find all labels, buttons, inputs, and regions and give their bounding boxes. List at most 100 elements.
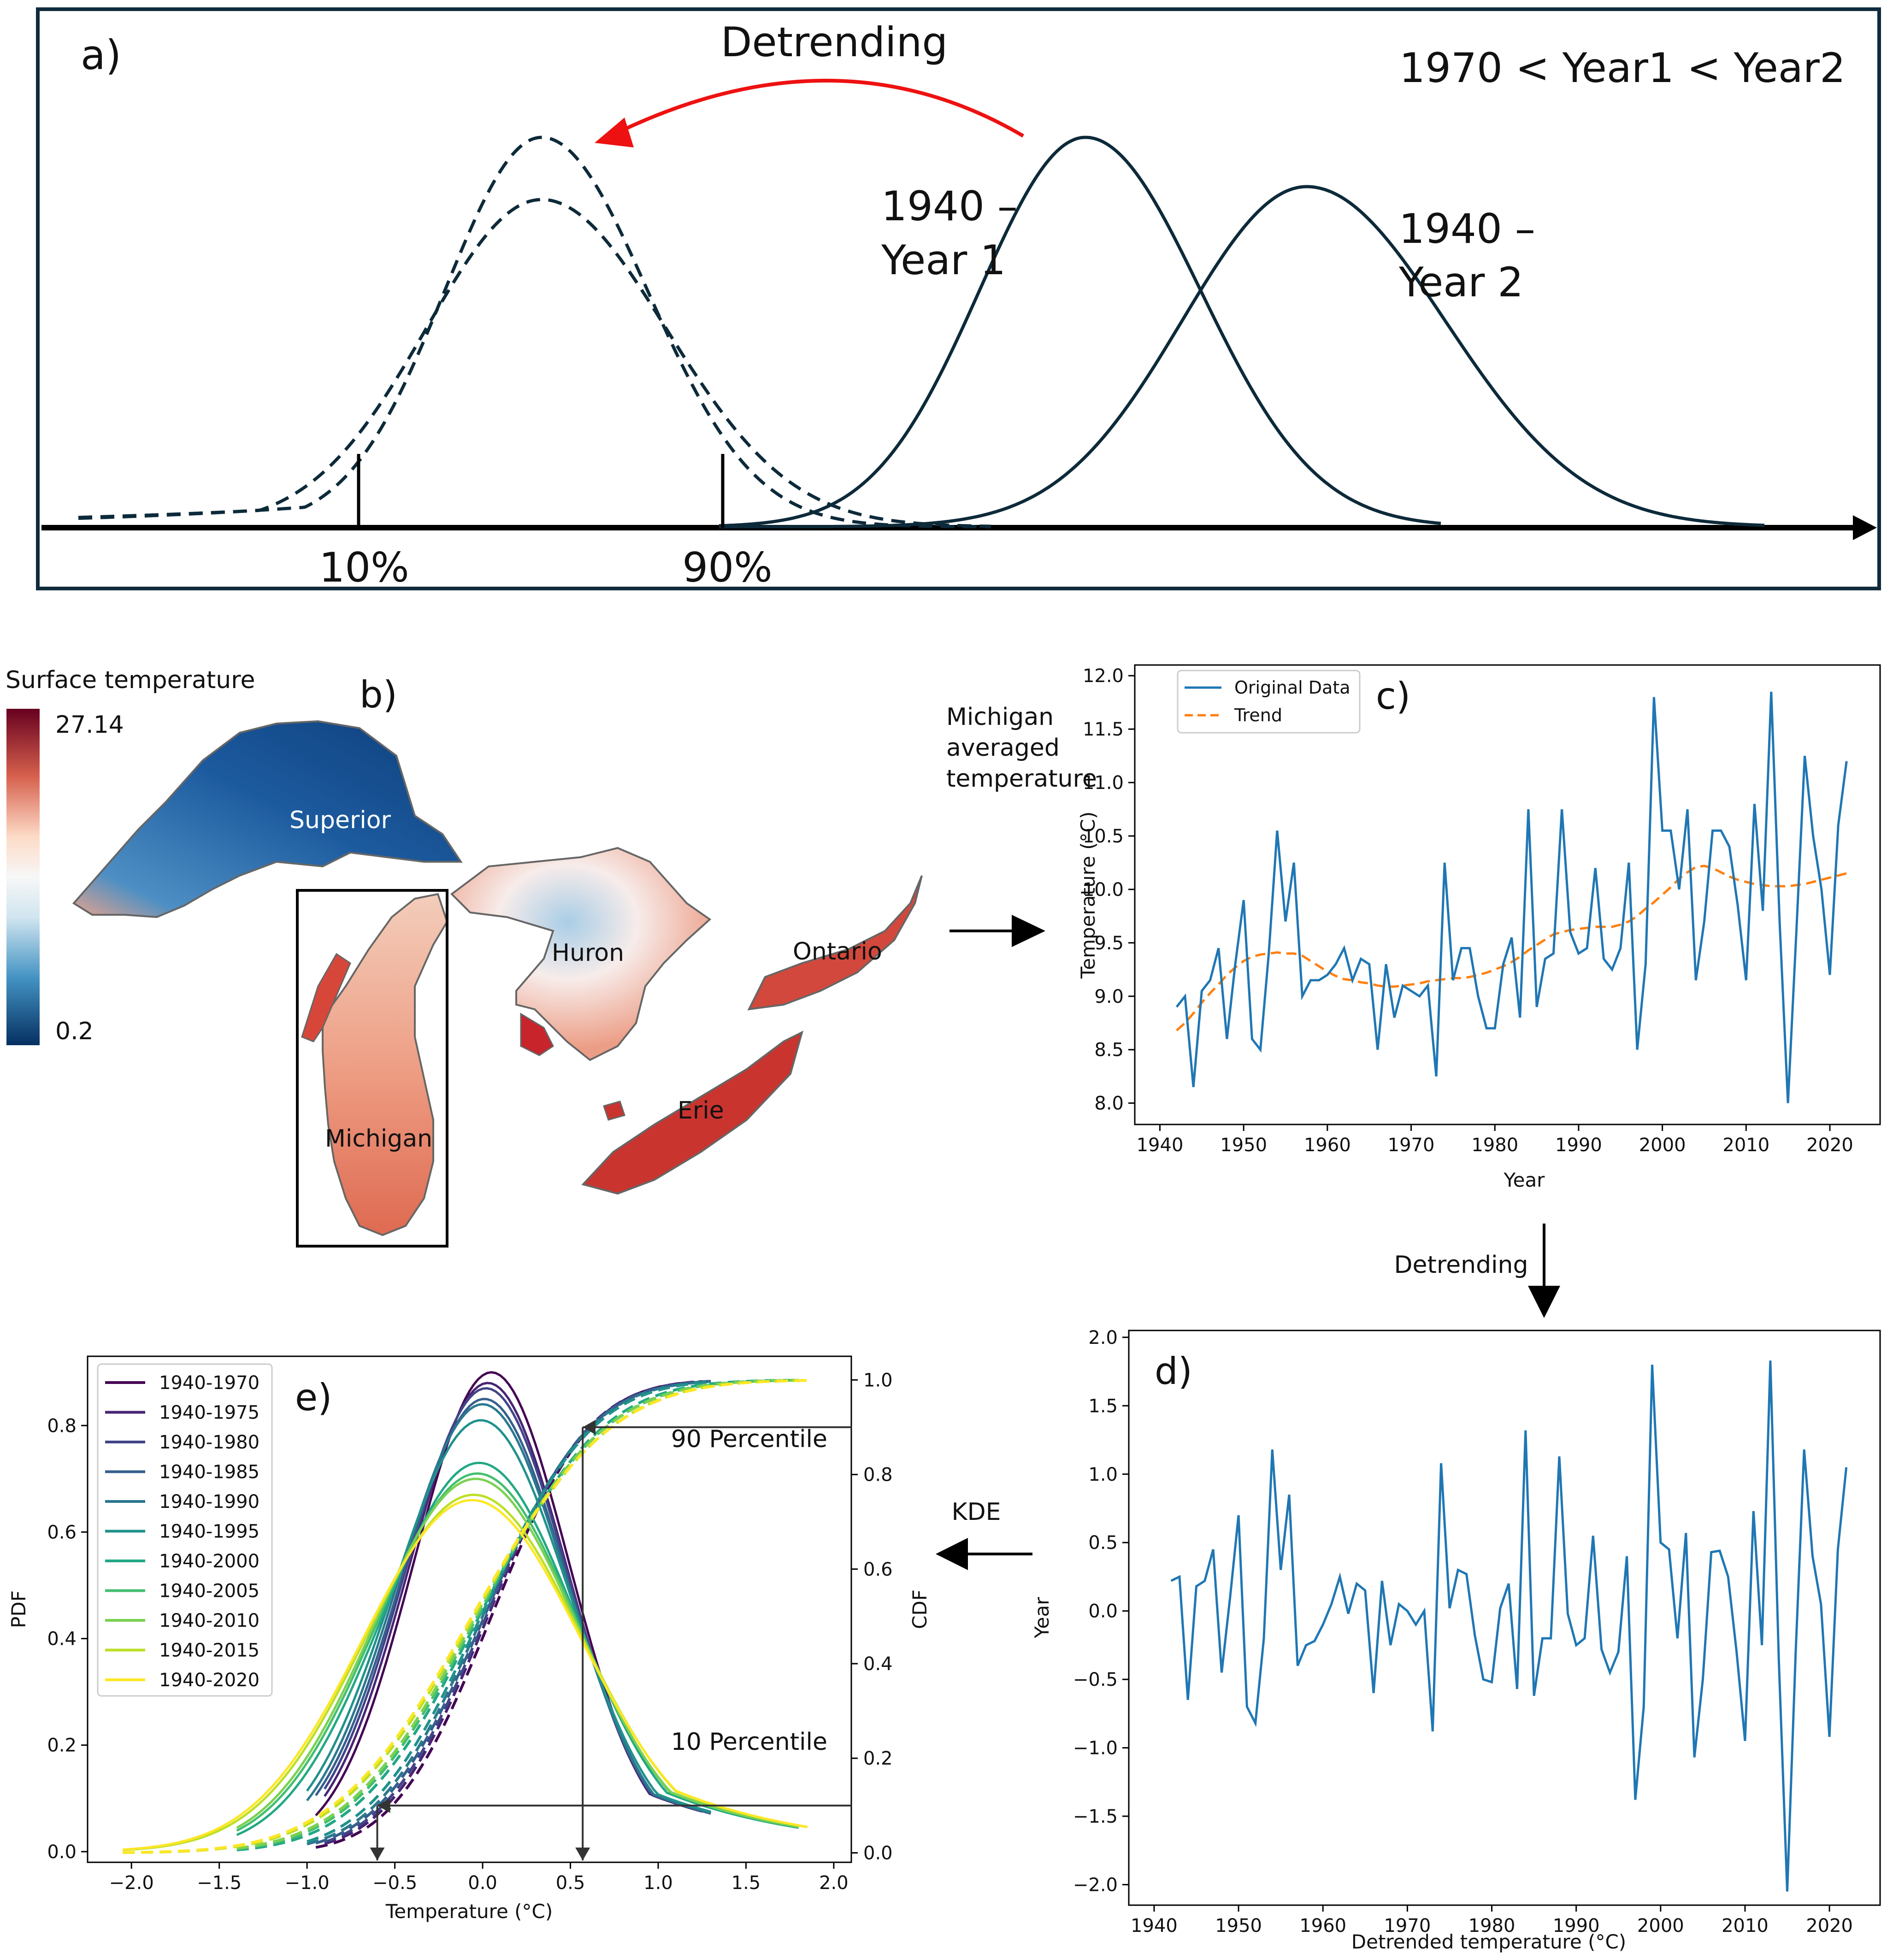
panel-d-xtick-label: 1990	[1553, 1915, 1600, 1936]
panel-d-plot-area	[1128, 1330, 1881, 1906]
panel-d-ytick-label: −1.0	[1073, 1738, 1118, 1759]
pdf-curve-1940-2010	[236, 1477, 799, 1829]
panel-d-ytick-label: 0.0	[1088, 1601, 1118, 1622]
panel-d-ylabel: Year	[1031, 1597, 1053, 1639]
panel-e-y-ticks: 0.0 0.2 0.4 0.6 0.8	[47, 1415, 88, 1863]
lake-ontario	[747, 875, 923, 1011]
panel-e-xtick-label: −2.0	[109, 1872, 154, 1894]
panel-e-ylabel: PDF	[7, 1590, 30, 1628]
panel-a: a) Detrending 1970 < Year1 < Year2 10% 9…	[36, 7, 1881, 591]
detrending-arrow	[595, 78, 1025, 147]
detrended-curve-1	[78, 135, 991, 529]
panel-d-xtick-label: 2020	[1806, 1915, 1853, 1936]
panel-d-detrended-line	[1170, 1360, 1848, 1892]
panel-e-xtick-label: 0.5	[556, 1872, 585, 1894]
panel-c-xtick-label: 1980	[1471, 1135, 1518, 1156]
lake-label-michigan: Michigan	[325, 1125, 432, 1153]
panel-e-ytick-label: 0.8	[47, 1415, 77, 1436]
panel-d-ytick-label: 1.0	[1088, 1464, 1118, 1485]
panel-d-chart: 2.0 1.5 1.0 0.5 0.0 −0.5 −1.0 −1.5 −2.0 1940 1950…	[1031, 1327, 1881, 1953]
panel-a-title: Detrending	[721, 18, 948, 66]
panel-c-legend-trend: Trend	[1234, 705, 1282, 725]
panel-e-xtick-label: 1.5	[731, 1872, 761, 1894]
legend-entry-1940-1995: 1940-1995	[159, 1521, 259, 1542]
flow-michigan-line2: averaged	[946, 734, 1060, 762]
flow-arrow-b-to-c-head	[1012, 915, 1045, 947]
colorbar-max: 27.14	[55, 711, 124, 739]
legend-entry-1940-2015: 1940-2015	[159, 1640, 259, 1661]
panel-c-ytick-label: 10.0	[1083, 879, 1124, 901]
panel-e-percentile-lines	[370, 1419, 851, 1860]
panel-c-xtick-label: 1990	[1555, 1135, 1602, 1156]
panel-d-ytick-label: −0.5	[1073, 1669, 1118, 1690]
panel-e-ytick-label: 0.0	[47, 1842, 77, 1863]
panel-e-xtick-label: −1.5	[197, 1872, 242, 1894]
panel-b: Surface temperature 27.14 0.2 b) Superio…	[6, 666, 923, 1248]
panel-d-xlabel: Detrended temperature (°C)	[1351, 1931, 1626, 1953]
lake-superior	[72, 720, 463, 918]
legend-entry-1940-1975: 1940-1975	[159, 1402, 259, 1424]
green-bay	[301, 953, 351, 1042]
panel-c-xtick-label: 2000	[1639, 1135, 1686, 1156]
cdf-curve-1940-2010	[236, 1379, 799, 1850]
colorbar-title: Surface temperature	[6, 666, 255, 694]
panel-e-ytick-label: 0.2	[47, 1735, 77, 1756]
year2-label-line2: Year 2	[1398, 259, 1523, 306]
p10-label: 10%	[319, 544, 409, 591]
year1-label-line1: 1940 –	[881, 182, 1018, 230]
panel-a-axis-arrowhead	[1853, 515, 1877, 540]
panel-c-xtick-label: 1950	[1220, 1135, 1267, 1156]
panel-e-plot-area	[87, 1355, 852, 1863]
flow-kde: KDE	[952, 1498, 1001, 1526]
panel-c-ytick-label: 10.5	[1083, 826, 1124, 847]
panel-d-label: d)	[1155, 1350, 1192, 1393]
legend-entry-1940-1980: 1940-1980	[159, 1432, 259, 1453]
panel-e-xlabel: Temperature (°C)	[385, 1900, 553, 1923]
cdf-curve-1940-2000	[236, 1378, 799, 1852]
saginaw-bay	[520, 1012, 554, 1056]
panel-c-xlabel: Year	[1504, 1169, 1545, 1191]
panel-c-xtick-label: 2020	[1806, 1135, 1853, 1156]
year2-label-line1: 1940 –	[1399, 205, 1535, 253]
panel-e-xtick-label: 1.0	[643, 1872, 673, 1894]
panel-e-xtick-label: 2.0	[819, 1872, 849, 1894]
lake-huron	[450, 847, 712, 1061]
panel-d-xtick-label: 1970	[1384, 1915, 1431, 1936]
pdf-curve-1940-1995	[306, 1419, 711, 1813]
panel-e-xtick-label: −1.0	[285, 1872, 330, 1894]
panel-c-y-ticks: 8.0 8.5 9.0 9.5 10.0 10.5 11.0 11.5 12.0	[1083, 665, 1135, 1114]
colorbar	[6, 709, 40, 1045]
panel-d-xtick-label: 1940	[1131, 1915, 1178, 1936]
detrended-curve-2	[78, 198, 991, 528]
panel-e-xtick-label: −0.5	[372, 1872, 417, 1894]
panel-d-ytick-label: 0.5	[1088, 1532, 1118, 1554]
flow-michigan-line3: temperature	[946, 765, 1097, 793]
panel-e-xtick-label: 0.0	[468, 1872, 497, 1894]
panel-e-ytick-label: 0.6	[47, 1522, 77, 1543]
lake-st-clair	[603, 1101, 625, 1121]
panel-c-ytick-label: 8.0	[1094, 1093, 1124, 1114]
panel-a-condition: 1970 < Year1 < Year2	[1399, 44, 1846, 92]
panel-d-xtick-label: 1960	[1299, 1915, 1346, 1936]
panel-e-y2tick-label: 0.0	[863, 1842, 893, 1864]
pdf-curve-1940-1985	[315, 1398, 711, 1814]
panel-d-ytick-label: 1.5	[1088, 1395, 1118, 1417]
pdf-curve-1940-1990	[306, 1403, 711, 1814]
lake-label-erie: Erie	[678, 1097, 724, 1124]
panel-e-x-ticks: −2.0 −1.5 −1.0 −0.5 0.0 0.5 1.0 1.5 2.0	[109, 1862, 849, 1894]
panel-c-ytick-label: 9.0	[1094, 986, 1124, 1007]
panel-c-legend-original: Original Data	[1234, 677, 1350, 698]
panel-c-ytick-label: 8.5	[1094, 1040, 1124, 1061]
panel-d-ytick-label: −1.5	[1073, 1806, 1118, 1827]
flow-michigan-line1: Michigan	[946, 703, 1054, 731]
panel-e-ytick-label: 0.4	[47, 1629, 77, 1650]
panel-c-original-line	[1175, 691, 1848, 1103]
pdf-curve-1940-2005	[236, 1472, 799, 1832]
pdf-curve-1940-2020	[123, 1499, 808, 1851]
flow-detrending: Detrending	[1394, 1251, 1528, 1279]
panel-d-xtick-label: 1980	[1468, 1915, 1515, 1936]
panel-c-x-ticks: 1940 1950 1960 1970 1980 1990 2000 2010 2020	[1137, 1124, 1853, 1156]
panel-d-x-ticks: 1940 1950 1960 1970 1980 1990 2000 2010 2020	[1131, 1905, 1853, 1936]
panel-d-y-ticks: 2.0 1.5 1.0 0.5 0.0 −0.5 −1.0 −1.5 −2.0	[1073, 1327, 1129, 1895]
